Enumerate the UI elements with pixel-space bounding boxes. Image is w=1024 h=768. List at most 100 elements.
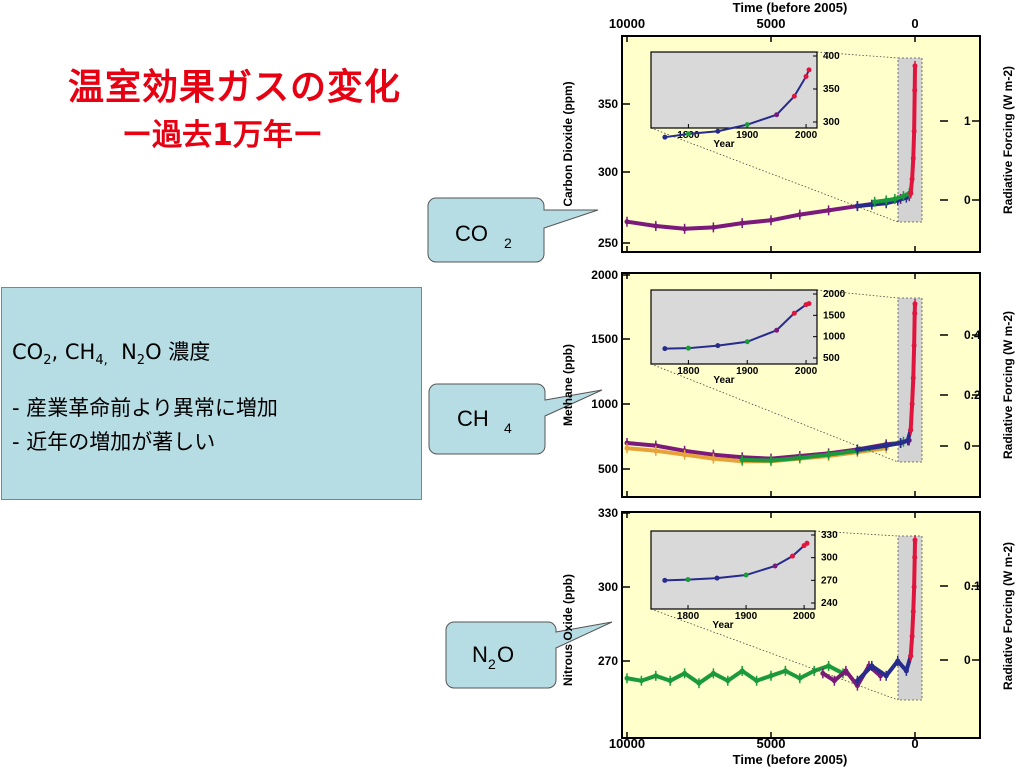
series-4-point <box>910 375 916 381</box>
series-1-point <box>710 456 716 462</box>
series-0-point <box>797 675 803 681</box>
inset-point <box>662 577 668 583</box>
inset-x-label: Year <box>712 620 733 631</box>
inset-point <box>662 346 668 352</box>
series-4-point <box>911 343 917 348</box>
series-3-point <box>883 443 889 449</box>
inset-point <box>715 343 721 349</box>
time-tick-top-0: 0 <box>911 16 918 31</box>
inset-point <box>772 563 778 569</box>
bottom-axis-title: Time (before 2005) <box>733 752 848 767</box>
gas-ch4-sub: 4, <box>95 353 108 369</box>
slide-title: 温室効果ガスの変化 <box>68 67 402 108</box>
time-tick-top-10000: 10000 <box>609 16 645 31</box>
series-1-point <box>831 678 837 684</box>
series-3-point <box>912 537 918 543</box>
inset-point <box>744 339 750 345</box>
inset-x-label: Year <box>713 375 734 386</box>
bullet-1: - 産業革命前より異常に増加 <box>12 396 278 420</box>
inset-series-line <box>664 69 810 139</box>
inset-connector <box>816 289 899 299</box>
y2-tick-label-1: 1 <box>964 114 971 128</box>
inset-y-tick-label-500: 500 <box>823 353 840 364</box>
y-tick-label-2000: 2000 <box>591 268 618 282</box>
inset-y-tick-label-1000: 1000 <box>823 332 846 343</box>
inset-point <box>685 577 691 583</box>
time-tick-bottom-0: 0 <box>911 736 918 751</box>
gas-sep-1: , <box>51 340 65 364</box>
inset-x-tick-label-1800: 1800 <box>677 611 700 622</box>
series-0-point <box>710 224 716 230</box>
y-tick-label-330: 330 <box>598 506 618 520</box>
inset-y-tick-label-300: 300 <box>823 117 840 128</box>
series-3-point <box>910 609 916 615</box>
series-3-point <box>898 440 904 446</box>
inset-x-tick-label-1800: 1800 <box>677 366 700 377</box>
series-3-point <box>912 554 918 560</box>
inset-0: 180019002000Year300350400 <box>650 51 899 223</box>
inset-y-tick-label-350: 350 <box>823 84 840 95</box>
inset-x-tick-label-1900: 1900 <box>735 611 758 622</box>
gas-ch4-base: CH <box>64 340 96 364</box>
inset-1: 1800 1900 2000 Year 500 1000 1500 2000 <box>650 289 899 463</box>
inset-point <box>803 73 809 79</box>
inset-x-tick-label-1900: 1900 <box>736 366 759 377</box>
series-3-point <box>909 633 915 639</box>
series-3-point <box>910 155 916 161</box>
series-0-point <box>768 217 774 223</box>
series-3-point <box>908 190 914 196</box>
slide-subtitle: ー過去1万年ー <box>122 118 323 153</box>
series-0-point <box>653 443 659 449</box>
y2-tick-label-0.2: 0.2 <box>964 388 981 402</box>
callout-n2o-sub: 2 <box>488 656 496 672</box>
inset-x-tick-label-2000: 2000 <box>795 366 818 377</box>
callout-co2-base: CO <box>455 221 488 246</box>
series-0-point <box>696 680 702 686</box>
series-1-point <box>843 668 849 674</box>
y-tick-label-500: 500 <box>598 462 618 476</box>
series-0-point <box>811 668 817 674</box>
callout-n2o-tail: O <box>497 642 514 667</box>
series-0-point <box>682 670 688 676</box>
gas-list: CO2, CH4, N2O 濃度 <box>12 336 210 368</box>
inset-point <box>774 112 780 118</box>
inset-frame <box>650 51 818 129</box>
inset-point <box>714 575 720 581</box>
time-tick-top-5000: 5000 <box>757 16 786 31</box>
series-3-point <box>911 584 917 590</box>
y-axis-label: Methane (ppb) <box>561 344 575 426</box>
panel-2: 270 300 330 0 0.1 Nitrous Oxide (ppb) Radiativ… <box>561 506 1015 739</box>
y2-tick-label-0: 0 <box>964 653 971 667</box>
series-2-point <box>869 663 875 669</box>
series-3-point <box>912 63 918 69</box>
series-1-point <box>653 448 659 454</box>
inset-y-tick-label-270: 270 <box>821 575 838 586</box>
time-tick-bottom-5000: 5000 <box>757 736 786 751</box>
y-axis-label: Carbon Dioxide (ppm) <box>561 81 575 206</box>
inset-point <box>662 134 668 140</box>
inset-y-tick-label-240: 240 <box>821 598 838 609</box>
panel-0: 250 300 350 0 1 Carbon Dioxide (ppm) Radiative… <box>561 35 1015 253</box>
y2-tick-label-0.1: 0.1 <box>964 579 981 593</box>
series-1-point <box>854 203 860 209</box>
gas-co2-sub: 2 <box>43 353 52 369</box>
gas-co2-base: CO <box>12 340 44 364</box>
y-tick-label-1500: 1500 <box>591 332 618 346</box>
series-3-point <box>912 87 918 93</box>
series-0-point <box>667 678 673 684</box>
panel-1: 500 1000 1500 2000 0 0.2 0.4 Methane (ppb) Radia… <box>561 268 1015 498</box>
bullet-2: - 近年の増加が著しい <box>12 430 216 454</box>
inset-point <box>743 572 749 578</box>
inset-point <box>774 327 780 333</box>
gas-n2o-base: N <box>121 340 137 364</box>
series-1-point <box>624 445 630 451</box>
series-0-point <box>782 668 788 674</box>
series-2-point <box>892 196 898 202</box>
inset-connector <box>650 363 899 463</box>
series-0-point <box>739 668 745 674</box>
callout-ch4-base: CH <box>457 406 489 431</box>
series-4-point <box>912 310 918 316</box>
time-tick-bottom-10000: 10000 <box>609 736 645 751</box>
callout-co2-sub: 2 <box>504 235 512 251</box>
series-3-point <box>905 437 911 443</box>
